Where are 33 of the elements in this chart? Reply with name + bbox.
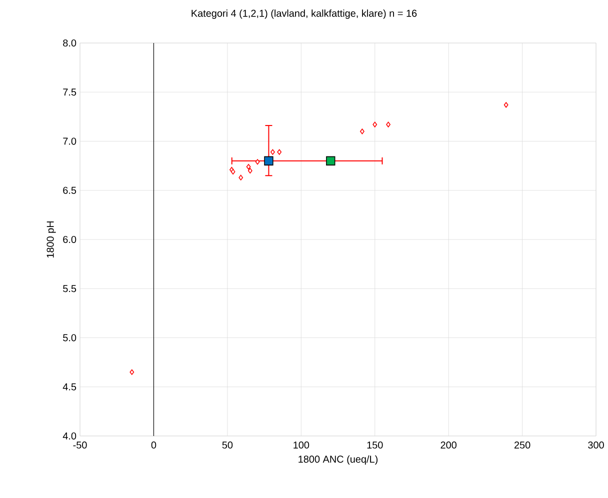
x-tick-label: 0 bbox=[151, 442, 156, 449]
x-tick-label: 50 bbox=[222, 442, 233, 449]
chart-title: Kategori 4 (1,2,1) (lavland, kalkfattige, klare) n = 16 bbox=[192, 10, 417, 19]
y-tick-label: 4.5 bbox=[62, 383, 76, 390]
y-tick-label: 5.0 bbox=[63, 334, 76, 342]
y-tick-label: 6.0 bbox=[63, 236, 76, 244]
point bbox=[277, 149, 282, 155]
point bbox=[238, 174, 244, 180]
point bbox=[326, 156, 336, 166]
y-tick-label: 7.0 bbox=[63, 138, 76, 145]
x-tick-label: 250 bbox=[514, 442, 530, 449]
y-tick-label: 7.5 bbox=[63, 88, 76, 96]
y-axis-title: 1800 pH bbox=[46, 221, 56, 258]
x-tick-label: 200 bbox=[440, 442, 457, 449]
y-tick-label: 5.5 bbox=[63, 285, 76, 292]
point bbox=[130, 369, 134, 375]
point bbox=[246, 164, 251, 170]
y-tick-label: 6.5 bbox=[63, 186, 76, 194]
x-tick-label: -50 bbox=[73, 442, 87, 449]
point bbox=[372, 122, 378, 128]
point bbox=[248, 168, 252, 174]
point bbox=[386, 122, 390, 128]
point bbox=[270, 149, 275, 155]
x-tick-label: 100 bbox=[294, 442, 310, 449]
y-tick-label: 4.0 bbox=[62, 432, 76, 440]
x-tick-label: 150 bbox=[367, 442, 383, 449]
x-tick-label: 300 bbox=[588, 442, 604, 449]
point bbox=[264, 156, 274, 166]
point bbox=[360, 128, 364, 134]
point bbox=[504, 102, 508, 108]
point bbox=[255, 159, 260, 165]
y-tick-label: 8.0 bbox=[63, 39, 76, 47]
x-axis-title: 1800 ANC (ueq/L) bbox=[298, 455, 378, 465]
